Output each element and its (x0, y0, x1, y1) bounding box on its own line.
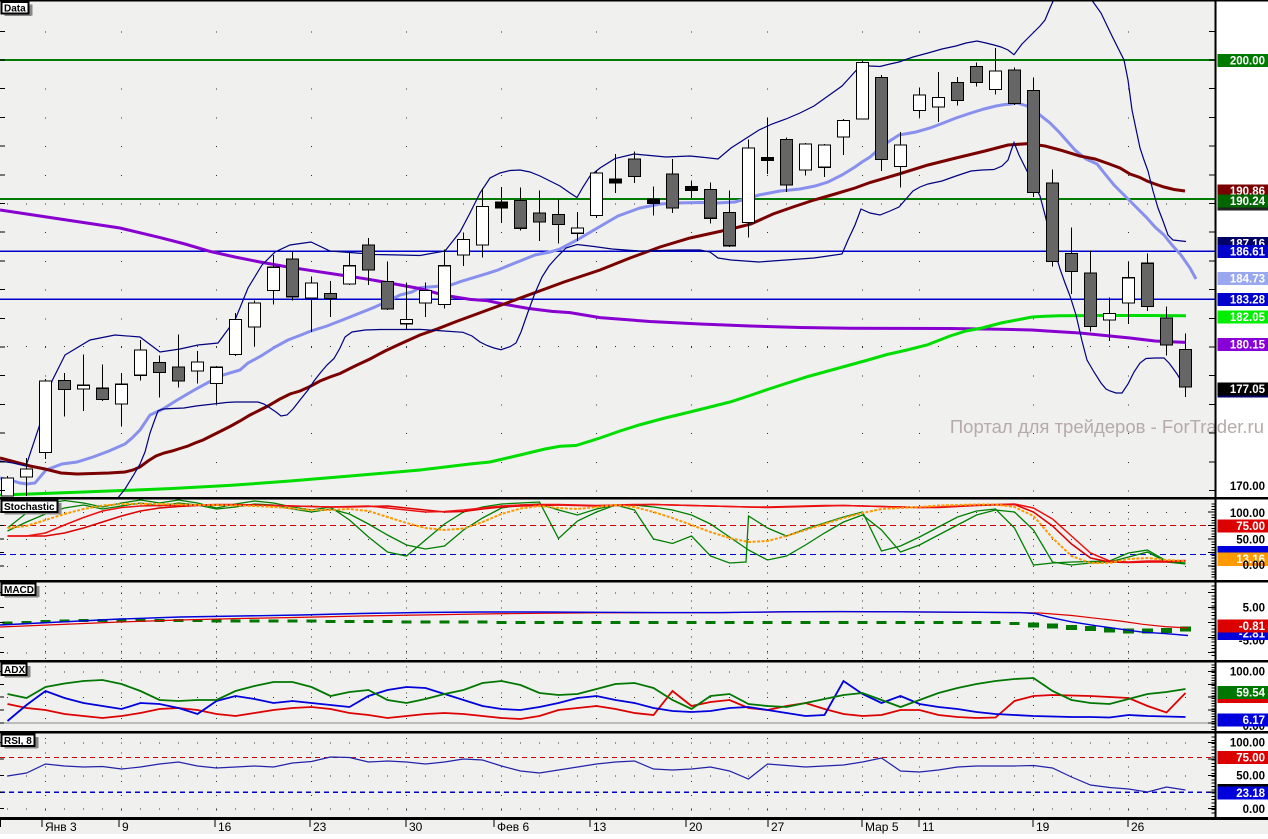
svg-text:75.00: 75.00 (1236, 753, 1265, 765)
svg-text:Фев 6: Фев 6 (497, 820, 530, 834)
svg-text:19: 19 (1036, 820, 1050, 834)
svg-text:190.24: 190.24 (1230, 196, 1266, 208)
svg-text:170.00: 170.00 (1230, 481, 1265, 493)
svg-text:186.61: 186.61 (1230, 247, 1266, 259)
svg-text:11: 11 (922, 820, 935, 834)
svg-text:Stochastic: Stochastic (4, 502, 55, 513)
svg-text:27: 27 (771, 820, 785, 834)
svg-text:100.00: 100.00 (1230, 667, 1265, 679)
svg-text:180.15: 180.15 (1230, 340, 1266, 352)
svg-text:184.73: 184.73 (1230, 273, 1265, 285)
svg-text:75.00: 75.00 (1236, 521, 1265, 533)
svg-text:182.05: 182.05 (1230, 312, 1266, 324)
svg-text:50.00: 50.00 (1236, 771, 1265, 783)
svg-text:5.00: 5.00 (1243, 603, 1265, 615)
svg-text:23: 23 (313, 820, 327, 834)
svg-text:16: 16 (218, 820, 232, 834)
svg-text:9: 9 (122, 820, 129, 834)
svg-text:Портал для трейдеров - ForTrad: Портал для трейдеров - ForTrader.ru (950, 416, 1264, 437)
svg-text:0.00: 0.00 (1243, 804, 1265, 816)
svg-text:6.17: 6.17 (1243, 715, 1265, 727)
svg-text:RSI, 8: RSI, 8 (4, 736, 32, 747)
svg-text:MACD: MACD (4, 585, 34, 596)
svg-text:Мар 5: Мар 5 (865, 820, 899, 834)
svg-text:0.00: 0.00 (1243, 560, 1265, 572)
svg-text:ADX: ADX (4, 665, 25, 676)
svg-text:100.00: 100.00 (1230, 508, 1265, 520)
svg-text:Янв 3: Янв 3 (45, 820, 77, 834)
svg-text:26: 26 (1131, 820, 1145, 834)
svg-text:200.00: 200.00 (1230, 56, 1265, 68)
svg-text:20: 20 (689, 820, 703, 834)
svg-text:177.05: 177.05 (1230, 384, 1266, 396)
svg-text:59.54: 59.54 (1236, 687, 1265, 699)
svg-text:23.18: 23.18 (1236, 788, 1265, 800)
svg-text:13: 13 (593, 820, 607, 834)
svg-text:Data: Data (4, 4, 26, 15)
svg-text:183.28: 183.28 (1230, 294, 1266, 306)
svg-text:50.00: 50.00 (1236, 534, 1265, 546)
svg-text:100.00: 100.00 (1230, 738, 1265, 750)
svg-text:30: 30 (409, 820, 423, 834)
svg-text:-0.81: -0.81 (1239, 621, 1266, 633)
